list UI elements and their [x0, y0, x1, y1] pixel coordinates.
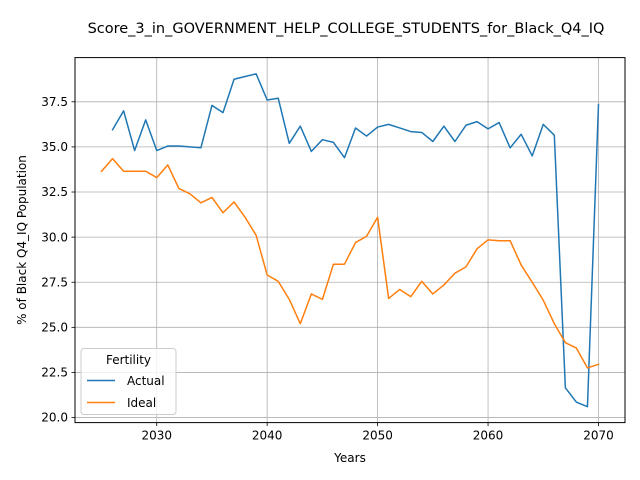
- legend-title: Fertility: [106, 353, 151, 367]
- legend-label-actual: Actual: [127, 374, 165, 388]
- legend-frame: [80, 348, 177, 415]
- x-axis-label: Years: [333, 451, 366, 465]
- series-line-ideal: [100, 157, 600, 369]
- series-lines: [100, 73, 600, 408]
- x-tick-label: 2050: [362, 429, 393, 443]
- y-tick-label: 30.0: [41, 230, 68, 244]
- x-tick-label: 2040: [252, 429, 283, 443]
- legend-label-ideal: Ideal: [127, 396, 156, 410]
- chart-title: Score_3_in_GOVERNMENT_HELP_COLLEGE_STUDE…: [88, 21, 605, 37]
- y-tick-label: 32.5: [41, 185, 68, 199]
- y-tick-label: 27.5: [41, 275, 68, 289]
- y-tick-label: 25.0: [41, 321, 68, 335]
- axis-ticks: 2030 2040 2050 2060 2070 20.0 22.5 25.0 27.5 30.0…: [41, 95, 613, 443]
- y-tick-label: 20.0: [41, 411, 68, 425]
- x-tick-label: 2070: [583, 429, 614, 443]
- y-tick-label: 37.5: [41, 95, 68, 109]
- y-axis-label: % of Black Q4_IQ Population: [15, 155, 29, 325]
- x-tick-label: 2060: [473, 429, 504, 443]
- plot-area-frame: [74, 57, 626, 424]
- x-tick-label: 2030: [141, 429, 172, 443]
- legend: Fertility Actual Ideal: [80, 348, 177, 415]
- y-tick-label: 35.0: [41, 140, 68, 154]
- y-tick-label: 22.5: [41, 366, 68, 380]
- series-line-actual: [111, 73, 600, 408]
